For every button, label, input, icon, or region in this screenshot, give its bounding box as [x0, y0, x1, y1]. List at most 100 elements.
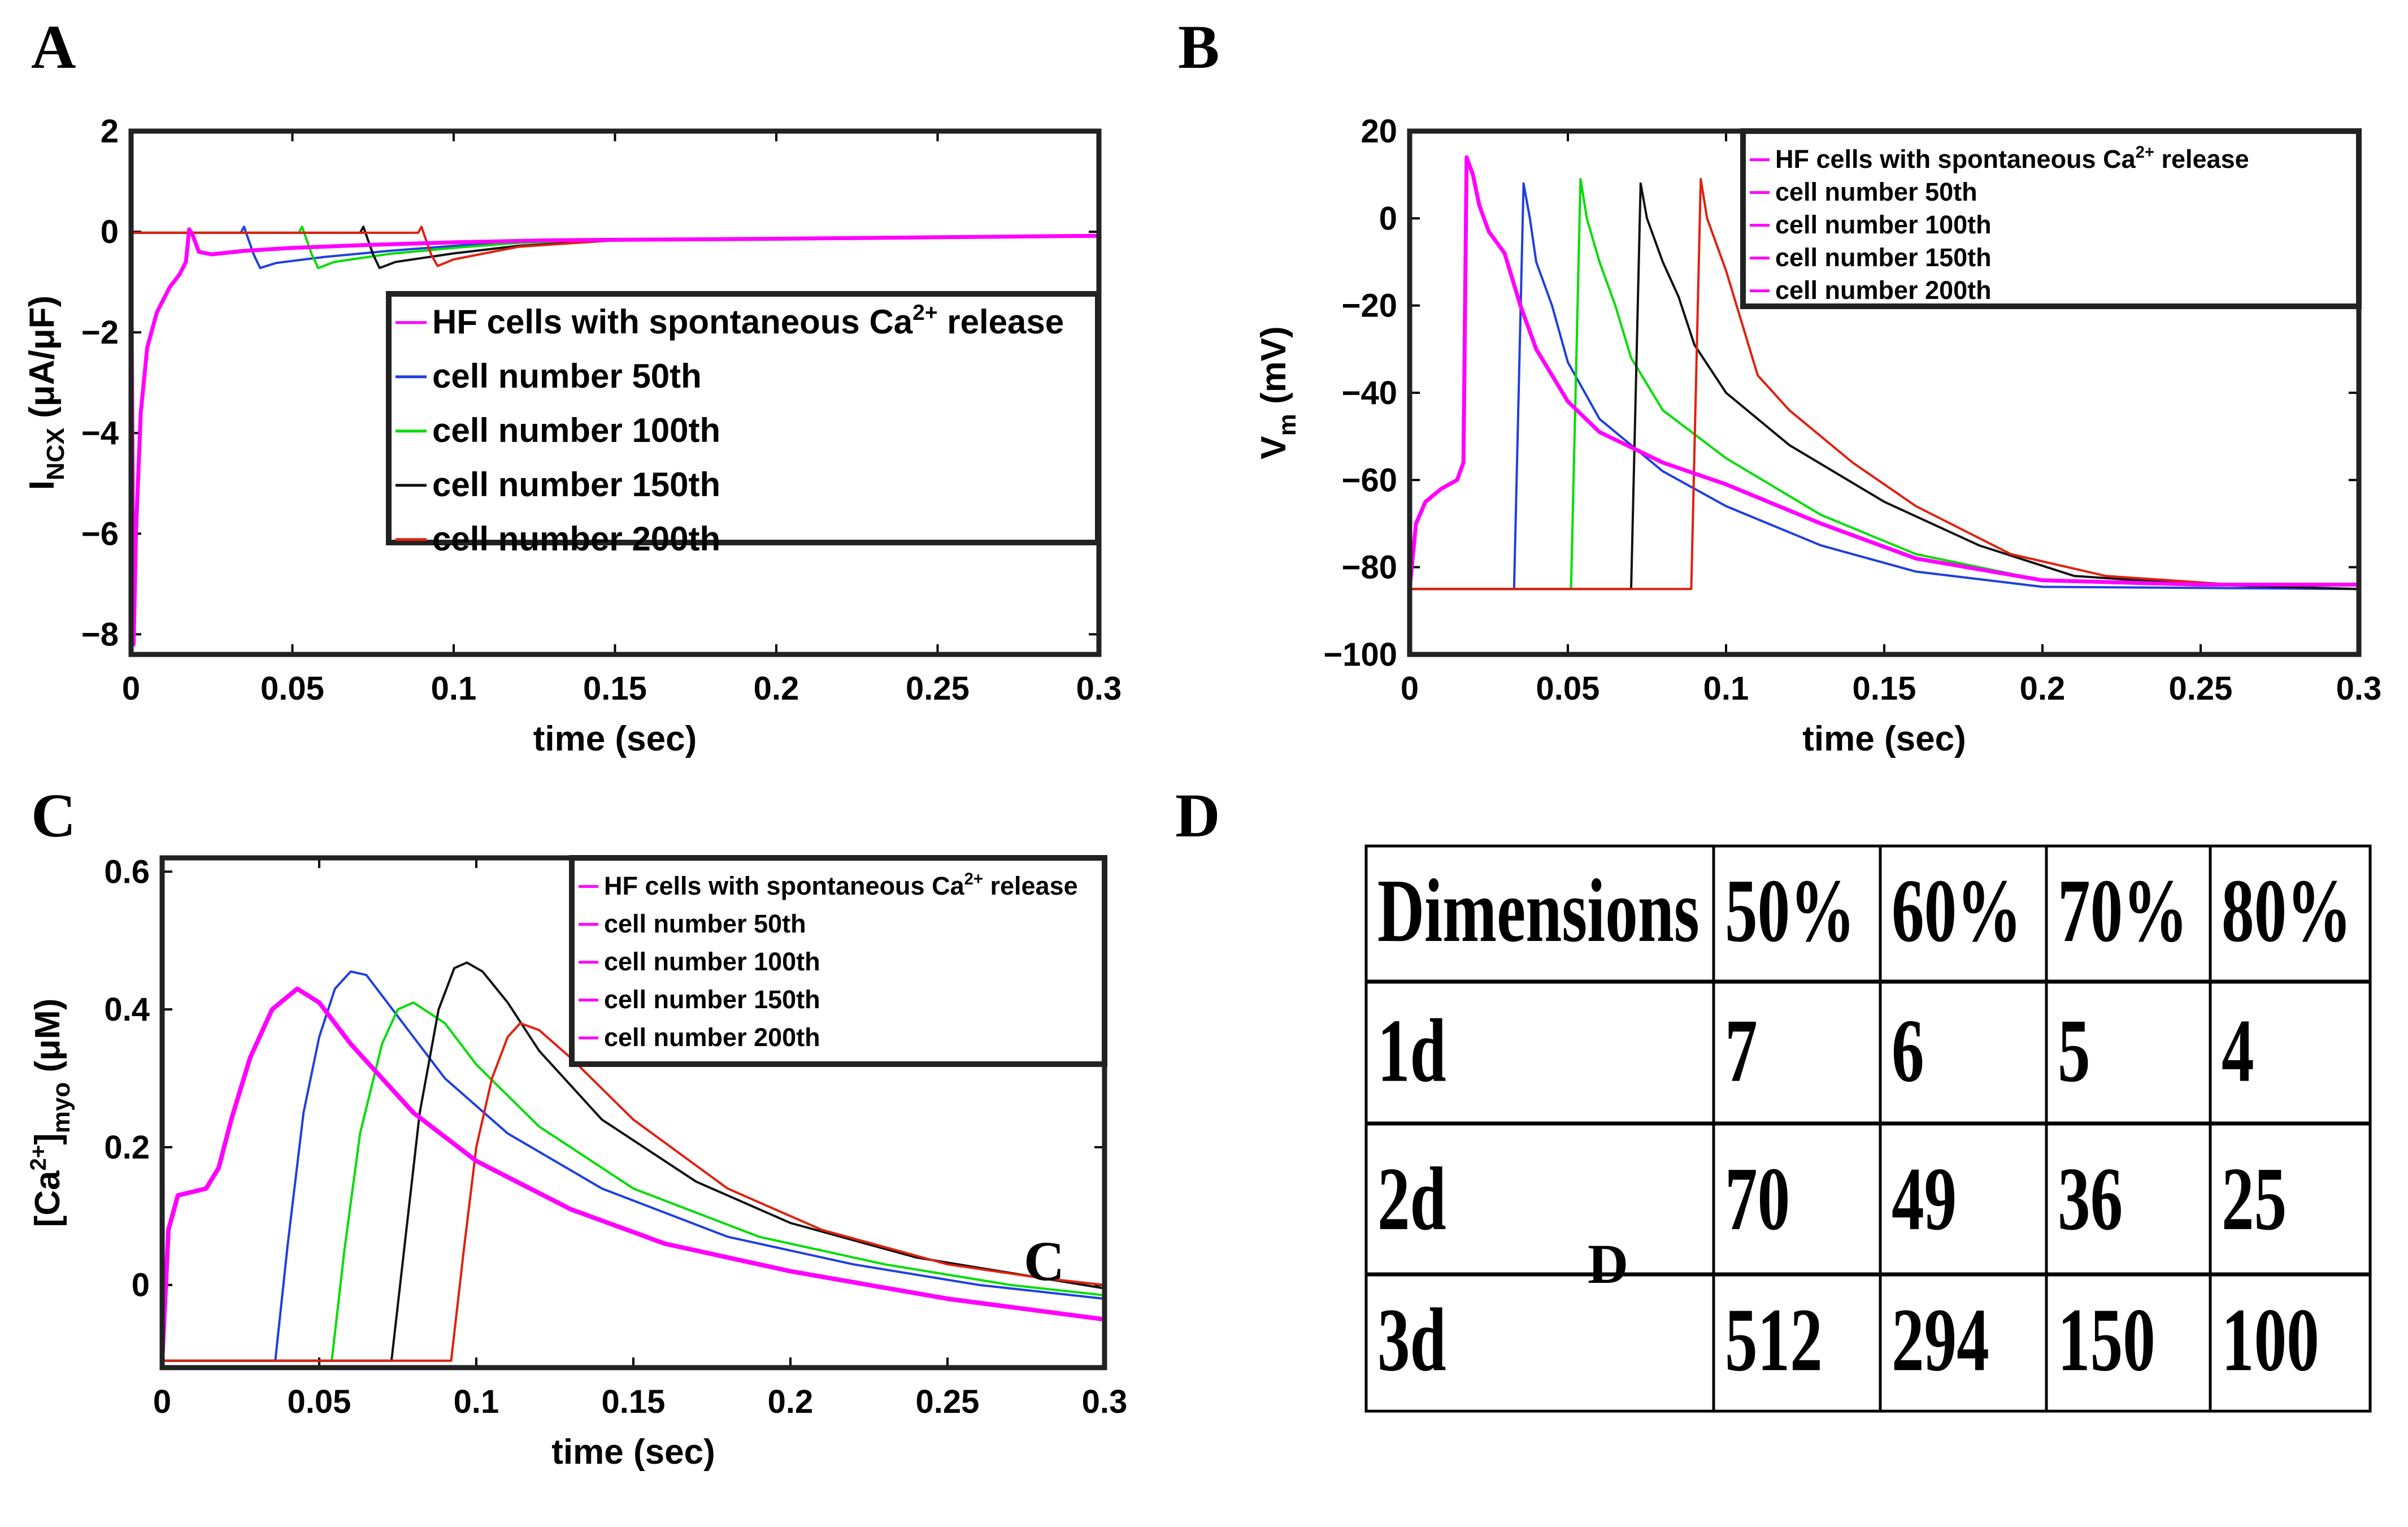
- y-tick-label: −2: [81, 314, 119, 351]
- legend-box: [569, 855, 1107, 1067]
- y-tick-label: 0.6: [104, 853, 150, 890]
- table-header-cell: 60%: [1892, 861, 2022, 961]
- legend-entry: cell number 200th: [1775, 276, 1992, 305]
- series-line-cell-number-200th: [1410, 177, 2359, 591]
- panel-label-d: D: [1175, 781, 1220, 850]
- table-cell: 36: [2058, 1149, 2123, 1250]
- legend-entry: cell number 100th: [1775, 210, 1992, 239]
- series-line-hf-cells-with-spontaneous-ca2-release: [1410, 155, 2359, 589]
- series-line-hf-cells-with-spontaneous-ca2-release: [162, 986, 1105, 1361]
- x-tick-label: 0.25: [2169, 670, 2233, 707]
- y-axis-label: INCX (μA/μF): [23, 296, 69, 490]
- series-line-hf-cells-with-spontaneous-ca2-release: [131, 227, 1099, 647]
- x-tick-label: 0: [153, 1383, 171, 1420]
- x-axis-label: time (sec): [551, 1433, 715, 1472]
- table-cell: 49: [1892, 1149, 1957, 1250]
- table-cell: 1d: [1377, 1001, 1446, 1101]
- legend-entry: cell number 200th: [604, 1023, 820, 1052]
- table-header-cell: 80%: [2222, 861, 2352, 961]
- y-tick-label: 2: [101, 113, 119, 150]
- table-header-cell: 70%: [2058, 861, 2188, 961]
- legend-entry: cell number 150th: [1775, 243, 1992, 272]
- x-tick-label: 0.15: [1853, 670, 1916, 707]
- x-tick-label: 0.3: [1076, 670, 1122, 707]
- series-line-cell-number-100th: [1410, 177, 2359, 591]
- table-frame: [1364, 844, 2372, 1413]
- series-line-cell-number-150th: [1410, 182, 2359, 591]
- legend-entry: HF cells with spontaneous Ca2+ release: [604, 870, 1078, 900]
- y-tick-label: −6: [81, 515, 119, 552]
- legend-box: [1740, 128, 2362, 309]
- y-tick-label: −60: [1342, 462, 1397, 498]
- legend-entry: cell number 150th: [432, 466, 720, 504]
- y-tick-label: −100: [1323, 636, 1397, 673]
- table-cell: 4: [2222, 1001, 2254, 1101]
- table-cell: 2d: [1377, 1149, 1446, 1250]
- y-tick-label: 0: [132, 1267, 150, 1304]
- x-tick-label: 0.05: [260, 670, 324, 707]
- x-tick-label: 0.15: [583, 670, 647, 707]
- x-tick-label: 0.05: [1536, 670, 1600, 707]
- y-tick-label: 0: [101, 214, 119, 250]
- y-tick-label: −4: [81, 415, 119, 452]
- overlay-label-d: D: [1588, 1233, 1628, 1295]
- chart-b-membrane-voltage: 0 0.05 0.1 0.15 0.2 0.25 0.3 20 0 −20 −40 −60 −80 −10…: [1254, 113, 2381, 758]
- legend-entry: cell number 100th: [604, 947, 820, 976]
- legend-entry: cell number 150th: [604, 985, 820, 1014]
- x-tick-label: 0.2: [754, 670, 799, 707]
- y-tick-label: −20: [1342, 288, 1397, 324]
- table-cell: 3d: [1377, 1290, 1446, 1390]
- x-axis-label: time (sec): [1802, 719, 1966, 758]
- panel-label-a: A: [31, 12, 76, 81]
- x-tick-label: 0.1: [431, 670, 477, 707]
- y-tick-label: −80: [1342, 549, 1397, 586]
- x-axis-label: time (sec): [533, 719, 697, 758]
- x-tick-label: 0: [1401, 670, 1419, 707]
- chart-a-ncx-current: 0 0.05 0.1 0.15 0.2 0.25 0.3 2 0 −2 −4 −6 −8 time (se…: [23, 113, 1122, 758]
- table-cell: 512: [1725, 1290, 1823, 1390]
- y-axis-label: Vm (mV): [1254, 326, 1301, 459]
- y-axis-label: [Ca2+]myo (μM): [26, 999, 75, 1227]
- series-line-cell-number-50th: [1410, 182, 2359, 591]
- legend-entry: cell number 200th: [432, 520, 720, 558]
- x-tick-label: 0.15: [602, 1383, 666, 1420]
- legend-box: [386, 291, 1101, 545]
- x-tick-label: 0.25: [916, 1383, 980, 1420]
- table-cell: 6: [1892, 1001, 1924, 1101]
- y-tick-label: 20: [1361, 113, 1397, 150]
- y-tick-label: 0.2: [104, 1129, 150, 1166]
- x-tick-label: 0.2: [2020, 670, 2066, 707]
- legend-entry: cell number 50th: [1775, 177, 1977, 206]
- panel-label-c: C: [31, 781, 76, 850]
- series-line-cell-number-150th: [162, 961, 1105, 1362]
- table-header-cell: 50%: [1725, 861, 1855, 961]
- table-cell: 100: [2222, 1290, 2319, 1390]
- x-tick-label: 0.25: [906, 670, 970, 707]
- x-tick-label: 0.3: [2336, 670, 2382, 707]
- legend-entry: HF cells with spontaneous Ca2+ release: [432, 301, 1064, 341]
- overlay-label-c: C: [1024, 1230, 1064, 1292]
- series-line-cell-number-200th: [131, 225, 1099, 267]
- y-tick-label: 0: [1379, 200, 1397, 237]
- chart-c-calcium-concentration: 0 0.05 0.1 0.15 0.2 0.25 0.3 0.6 0.4 0.2 0 time (se…: [26, 853, 1127, 1472]
- series-line-cell-number-50th: [162, 970, 1105, 1362]
- y-tick-label: 0.4: [104, 991, 150, 1028]
- x-tick-label: 0.3: [1082, 1383, 1128, 1420]
- table-cell: 7: [1725, 1001, 1758, 1101]
- x-tick-label: 0: [122, 670, 140, 707]
- table-cell: 150: [2058, 1290, 2155, 1390]
- x-tick-label: 0.1: [454, 1383, 499, 1420]
- legend-entry: cell number 50th: [604, 909, 806, 938]
- series-line-cell-number-200th: [162, 1022, 1105, 1362]
- table-cell: 5: [2058, 1001, 2090, 1101]
- x-tick-label: 0.05: [288, 1383, 351, 1420]
- dimension-table: Dimensions 50% 60% 70% 80% 1d 7 6 5 4 2d 70 49 36 25 3d…: [1364, 844, 2372, 1413]
- y-tick-label: −8: [81, 616, 119, 653]
- panel-label-b: B: [1178, 12, 1219, 81]
- x-tick-label: 0.2: [768, 1383, 814, 1420]
- series-line-cell-number-100th: [162, 1001, 1105, 1362]
- y-tick-label: −40: [1342, 375, 1397, 411]
- legend-entry: cell number 50th: [432, 357, 702, 395]
- table-cell: 294: [1892, 1290, 1989, 1390]
